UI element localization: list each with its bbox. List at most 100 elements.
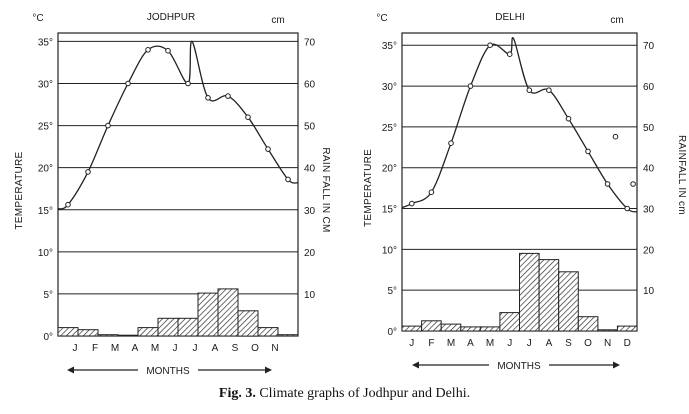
- temperature-point: [185, 80, 191, 87]
- temperature-point: [145, 47, 151, 53]
- temperature-point: [85, 169, 91, 175]
- rainfall-bar: [137, 327, 159, 337]
- temperature-point: [585, 148, 591, 155]
- month-label: J: [527, 338, 532, 349]
- rainfall-bar: [558, 271, 579, 332]
- rainfall-bar: [401, 325, 423, 332]
- month-label: A: [546, 338, 553, 349]
- temperature-point: [165, 47, 171, 54]
- month-label: D: [624, 338, 631, 349]
- month-label: A: [212, 343, 219, 354]
- rain-tick-label: 50: [643, 123, 655, 134]
- temperature-point: [467, 83, 474, 89]
- rain-tick-label: 60: [643, 82, 655, 93]
- rain-tick-label: 10: [643, 286, 655, 297]
- rainfall-bar: [277, 334, 299, 337]
- rainfall-axis-title: RAINFALL IN cm: [676, 135, 687, 215]
- figure-caption: Fig. 3. Climate graphs of Jodhpur and De…: [0, 386, 689, 402]
- rainfall-bar: [117, 334, 139, 337]
- temp-tick-label: 25°: [382, 123, 397, 134]
- rainfall-bar: [440, 323, 462, 332]
- month-label: J: [73, 343, 78, 354]
- rainfall-bar: [460, 326, 481, 332]
- rainfall-bar: [257, 327, 279, 337]
- temp-tick-label: 20°: [38, 164, 53, 175]
- temp-tick-label: 35°: [382, 41, 397, 52]
- temperature-point: [205, 95, 211, 101]
- rainfall-bar: [519, 252, 540, 332]
- temp-unit-label: °C: [376, 13, 387, 24]
- temp-tick-label: 5°: [43, 290, 53, 301]
- temp-tick-label: 15°: [382, 205, 397, 216]
- chart-title: DELHI: [495, 12, 524, 23]
- month-label: A: [132, 343, 139, 354]
- temperature-line: [401, 36, 638, 213]
- temperature-point: [125, 80, 131, 87]
- rain-tick-label: 70: [643, 41, 655, 52]
- rain-tick-label: 30: [304, 206, 316, 217]
- month-label: M: [447, 338, 455, 349]
- temperature-point: [65, 201, 71, 208]
- rain-tick-label: 10: [304, 290, 316, 301]
- temperature-point: [546, 87, 552, 93]
- months-arrow-right-head: [265, 366, 272, 374]
- month-label: N: [604, 338, 611, 349]
- month-label: J: [193, 343, 198, 354]
- months-axis-title: MONTHS: [497, 361, 541, 372]
- temperature-point: [487, 42, 493, 49]
- temperature-point: [612, 133, 619, 140]
- month-label: J: [409, 338, 414, 349]
- month-label: S: [232, 343, 239, 354]
- rain-tick-label: 40: [643, 164, 655, 175]
- caption-label: Fig. 3.: [218, 386, 256, 401]
- rain-tick-label: 40: [304, 164, 316, 175]
- temp-tick-label: 10°: [382, 245, 397, 256]
- rainfall-bar: [197, 292, 219, 337]
- month-label: N: [271, 343, 278, 354]
- temp-unit-label: °C: [32, 13, 43, 24]
- temp-tick-label: 20°: [382, 164, 397, 175]
- month-label: O: [584, 338, 592, 349]
- temperature-point: [448, 140, 454, 146]
- rainfall-bar: [57, 327, 79, 337]
- delhi-chart: 0° 5° 10° 15° 20° 25° 30° 35° 10 20 30 40 50 60 70 DELH…: [363, 12, 687, 372]
- rainfall-bar: [217, 288, 239, 337]
- temp-tick-label: 30°: [382, 82, 397, 93]
- months-arrow-left-head: [67, 366, 74, 374]
- chart-title: JODHPUR: [147, 12, 195, 23]
- rain-unit-label: cm: [271, 15, 284, 26]
- temp-tick-label: 35°: [38, 37, 53, 48]
- temperature-point: [506, 51, 513, 58]
- rain-tick-label: 20: [304, 248, 316, 259]
- rain-tick-label: 20: [643, 245, 655, 256]
- temperature-axis-title: TEMPERATURE: [14, 151, 25, 229]
- temperature-point: [265, 146, 271, 152]
- rainfall-bar: [97, 334, 119, 337]
- jodhpur-chart: 0° 5° 10° 15° 20° 25° 30° 35° 10 20 30 40 50 60 70 JODH…: [14, 12, 331, 377]
- month-label: M: [111, 343, 119, 354]
- temperature-point: [105, 122, 111, 129]
- temp-tick-label: 10°: [38, 248, 53, 259]
- plot-frame: [57, 32, 299, 337]
- rainfall-bar: [616, 325, 638, 332]
- temp-tick-label: 30°: [38, 80, 53, 91]
- rain-tick-label: 60: [304, 80, 316, 91]
- rainfall-bar: [157, 317, 179, 337]
- temperature-point: [624, 205, 631, 212]
- rainfall-bar: [499, 312, 520, 332]
- rainfall-bar: [421, 320, 442, 332]
- temperature-axis-title: TEMPERATURE: [363, 149, 374, 227]
- month-label: S: [565, 338, 572, 349]
- rainfall-axis-title: RAIN FALL IN CM: [320, 147, 331, 232]
- rainfall-bar: [177, 317, 199, 337]
- temp-tick-label: 25°: [38, 122, 53, 133]
- month-label: M: [486, 338, 494, 349]
- rain-unit-label: cm: [610, 15, 623, 26]
- rainfall-bar: [597, 329, 618, 332]
- rainfall-bar: [577, 316, 599, 332]
- month-label: A: [467, 338, 474, 349]
- rainfall-bar: [237, 310, 259, 337]
- rain-tick-label: 70: [304, 37, 316, 48]
- month-label: M: [151, 343, 159, 354]
